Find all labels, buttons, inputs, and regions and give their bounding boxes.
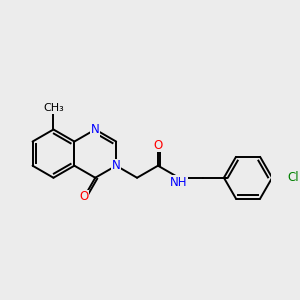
Text: O: O xyxy=(79,190,88,203)
Text: Cl: Cl xyxy=(288,171,299,184)
Text: NH: NH xyxy=(170,176,188,189)
Text: N: N xyxy=(91,123,100,136)
Text: CH₃: CH₃ xyxy=(43,103,64,113)
Text: O: O xyxy=(153,139,163,152)
Text: N: N xyxy=(112,159,121,172)
